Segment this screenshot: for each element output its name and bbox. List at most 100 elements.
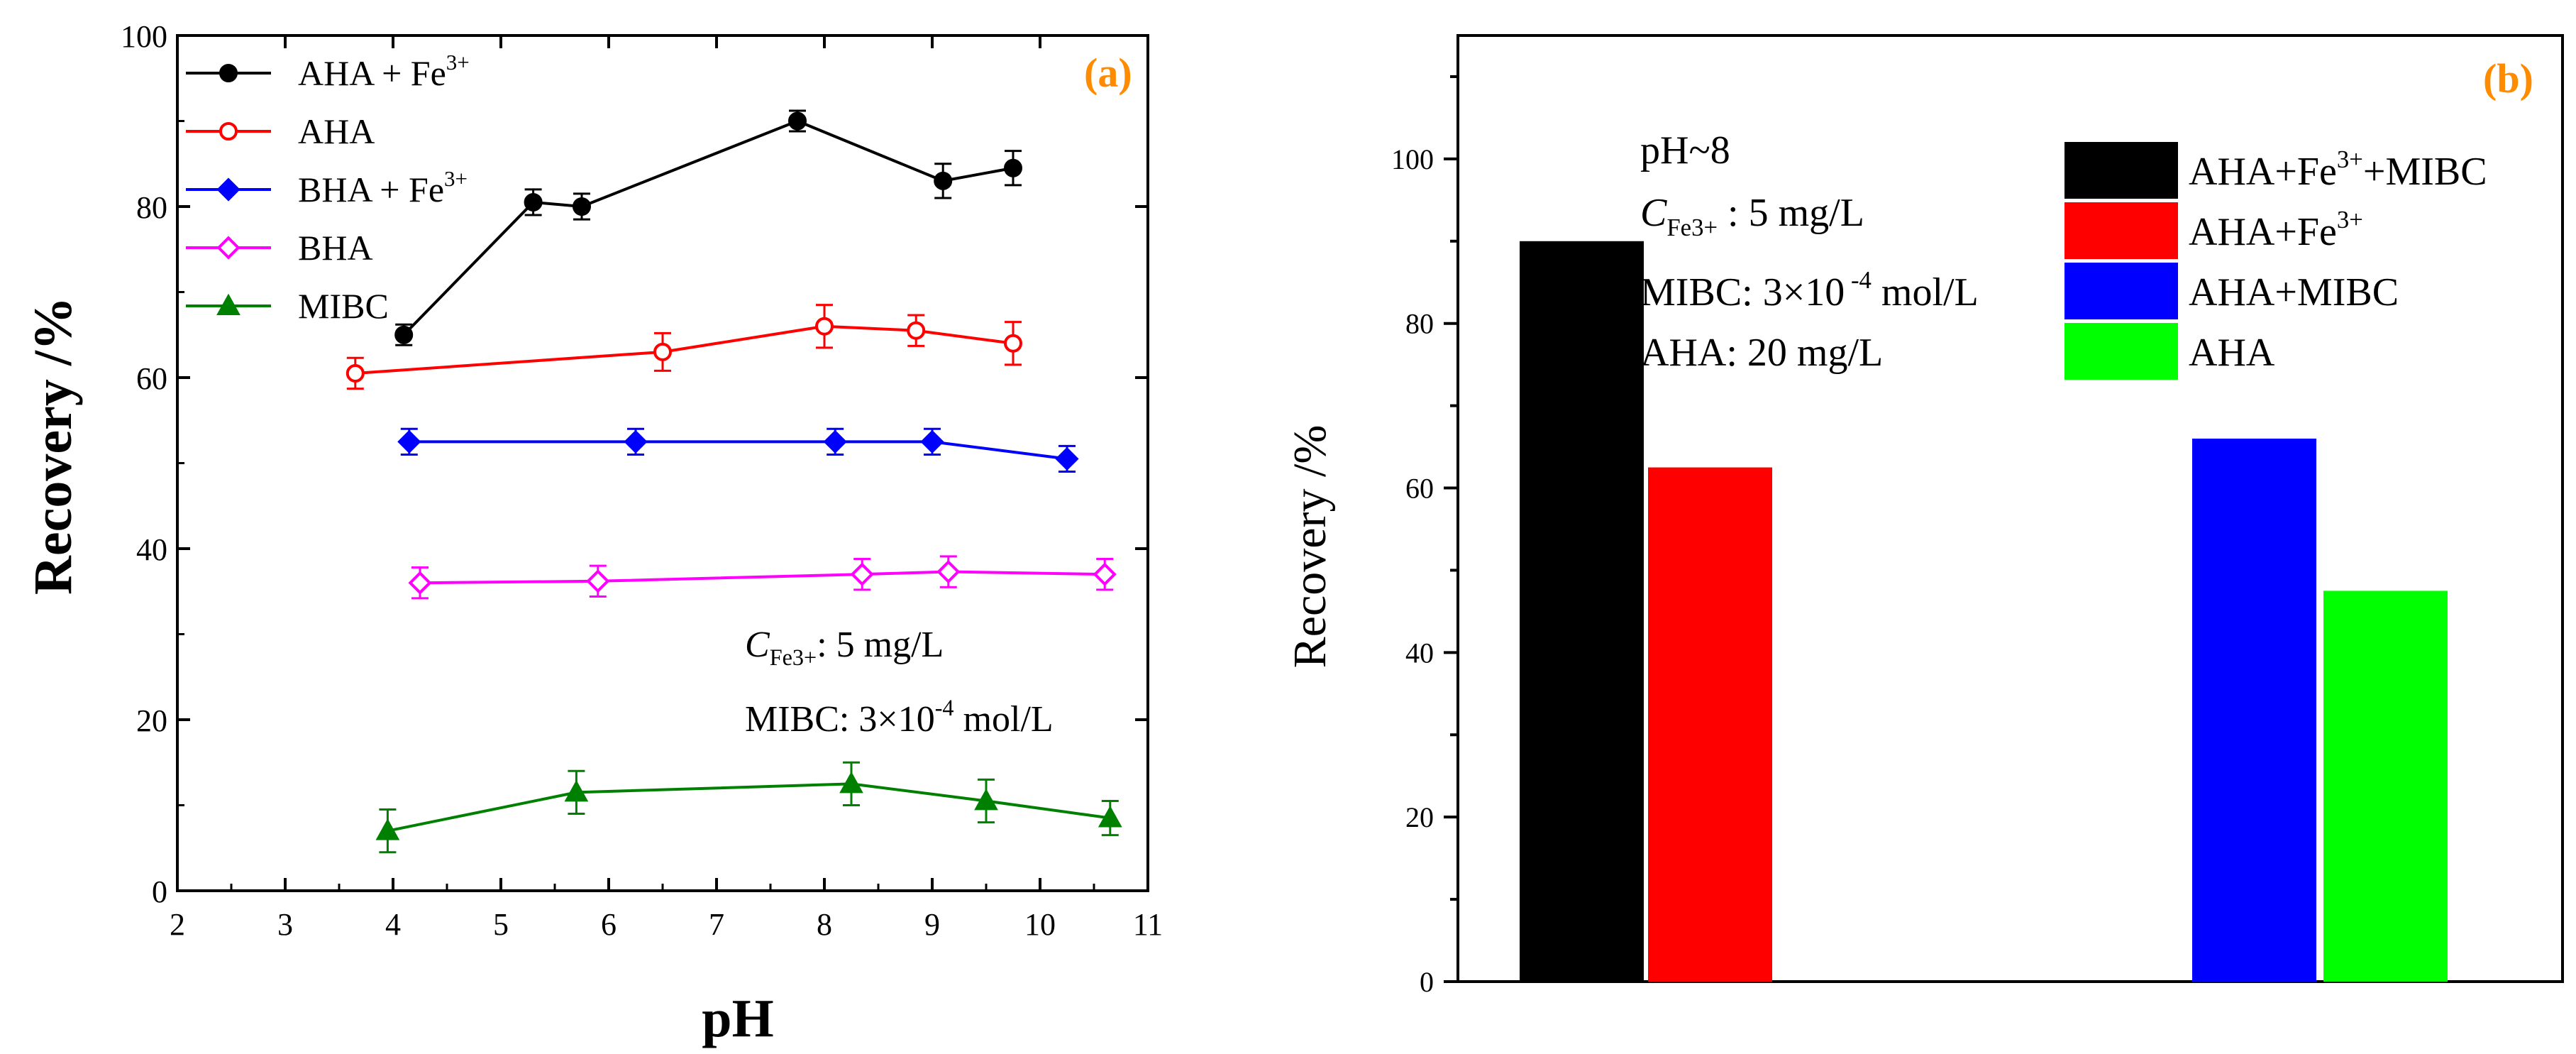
legend-entry: AHA+Fe3+ xyxy=(2189,206,2363,254)
panel-a-x-axis-label: pH xyxy=(702,989,773,1048)
legend-label: BHA xyxy=(298,228,373,268)
y-tick-label: 40 xyxy=(1405,637,1434,669)
series-bha-fe3- xyxy=(397,427,1079,473)
data-point xyxy=(974,789,998,811)
data-point xyxy=(524,192,543,212)
legend-label: MIBC xyxy=(298,286,389,326)
legend-label: BHA + Fe xyxy=(298,170,444,209)
bar-aha-mibc xyxy=(2192,438,2316,982)
data-point xyxy=(839,771,863,794)
y-tick-label: 60 xyxy=(136,361,167,396)
panel-a-legend: AHA + Fe3+ AHA BHA + Fe3+ BHA MIBC xyxy=(186,50,470,326)
series-line xyxy=(387,782,1111,833)
data-point xyxy=(920,429,944,454)
x-tick-label: 7 xyxy=(709,907,724,942)
y-tick-label: 100 xyxy=(1391,143,1434,175)
legend-swatch xyxy=(2064,263,2178,319)
data-point xyxy=(586,569,610,593)
legend-label: AHA+Fe xyxy=(2189,210,2337,254)
data-point xyxy=(624,429,648,454)
bar-aha-fe3- xyxy=(1648,467,1772,982)
legend-label-suffix: +MIBC xyxy=(2363,150,2487,194)
x-tick-label: 2 xyxy=(170,907,185,942)
panel-b-axis-ticks: 0 20 40 60 80 100 xyxy=(1391,75,1458,998)
legend-entry: BHA + Fe3+ xyxy=(298,166,468,209)
x-tick-label: 4 xyxy=(385,907,401,942)
data-point xyxy=(788,111,807,131)
legend-entry: AHA xyxy=(298,111,375,151)
legend-marker xyxy=(219,122,238,141)
x-tick-label: 6 xyxy=(601,907,617,942)
panel-b-conc-annotation: CFe3+ : 5 mg/L xyxy=(1640,191,1864,241)
data-point xyxy=(408,571,432,595)
data-point xyxy=(1093,562,1117,586)
series-mibc xyxy=(375,761,1122,854)
data-point xyxy=(573,197,591,216)
x-tick-label: 5 xyxy=(493,907,509,942)
y-tick-label: 100 xyxy=(121,19,167,54)
legend-superscript: 3+ xyxy=(446,50,470,75)
panel-b-label: (b) xyxy=(2483,55,2533,101)
data-point xyxy=(564,780,589,802)
data-point xyxy=(907,321,926,340)
panel-a-plot-frame xyxy=(176,34,1149,892)
y-tick-label: 20 xyxy=(136,703,167,738)
panel-b-ph-annotation: pH~8 xyxy=(1640,128,1730,172)
legend-label: AHA xyxy=(2189,331,2275,375)
data-point xyxy=(394,325,414,344)
data-point xyxy=(850,562,874,586)
bar-aha xyxy=(2323,591,2448,982)
series-line xyxy=(419,570,1105,585)
bar-aha-fe3-mibc xyxy=(1520,241,1644,982)
panel-b-plot-frame xyxy=(1456,34,2564,983)
legend-superscript: 3+ xyxy=(2337,146,2363,173)
panel-a-label: (a) xyxy=(1084,50,1132,96)
panel-a-conc-annotation: CFe3+: 5 mg/L xyxy=(745,625,944,670)
y-tick-label: 80 xyxy=(136,190,167,225)
data-point xyxy=(934,171,953,190)
series-aha-fe3- xyxy=(394,109,1022,346)
legend-swatch xyxy=(2064,323,2178,380)
y-tick-label: 20 xyxy=(1405,801,1434,833)
y-tick-label: 0 xyxy=(152,874,167,909)
legend-marker xyxy=(216,236,241,260)
data-point xyxy=(1098,806,1122,828)
y-tick-label: 80 xyxy=(1405,308,1434,340)
data-point xyxy=(815,317,834,336)
legend-swatch xyxy=(2064,142,2178,199)
data-point xyxy=(346,363,365,383)
x-tick-label: 11 xyxy=(1133,907,1163,942)
x-tick-label: 9 xyxy=(924,907,940,942)
y-tick-label: 60 xyxy=(1405,473,1434,505)
data-point xyxy=(1055,446,1079,471)
panel-a-mibc-annotation: MIBC: 3×10-4 mol/L xyxy=(745,695,1054,740)
series-bha xyxy=(408,555,1117,600)
x-tick-label: 10 xyxy=(1024,907,1056,942)
panel-b-aha-annotation: AHA: 20 mg/L xyxy=(1640,331,1883,375)
panel-b-mibc-annotation: MIBC: 3×10 -4 mol/L xyxy=(1640,266,1979,314)
legend-entry: AHA+MIBC xyxy=(2189,270,2399,314)
y-tick-label: 40 xyxy=(136,532,167,567)
legend-entry: AHA xyxy=(2189,331,2275,375)
panel-b-bars xyxy=(1520,241,2448,982)
legend-label: AHA+MIBC xyxy=(2189,270,2399,314)
x-tick-label: 3 xyxy=(277,907,293,942)
series-line xyxy=(402,119,1014,336)
legend-swatch xyxy=(2064,202,2178,259)
data-point xyxy=(1004,334,1022,353)
data-point xyxy=(397,429,421,454)
data-point xyxy=(1004,158,1022,177)
legend-marker xyxy=(216,177,241,202)
legend-label: AHA + Fe xyxy=(298,53,446,93)
series-aha xyxy=(346,304,1022,390)
legend-entry: AHA+Fe3++MIBC xyxy=(2189,146,2487,194)
panel-a-series xyxy=(346,109,1122,854)
legend-marker xyxy=(219,64,238,82)
data-point xyxy=(936,559,961,584)
legend-entry: BHA xyxy=(298,228,373,268)
panel-a-axis-ticks: 2 3 4 5 6 7 8 9 10 11 0 20 40 60 80 100 xyxy=(121,19,1163,942)
y-tick-label: 0 xyxy=(1420,966,1434,998)
